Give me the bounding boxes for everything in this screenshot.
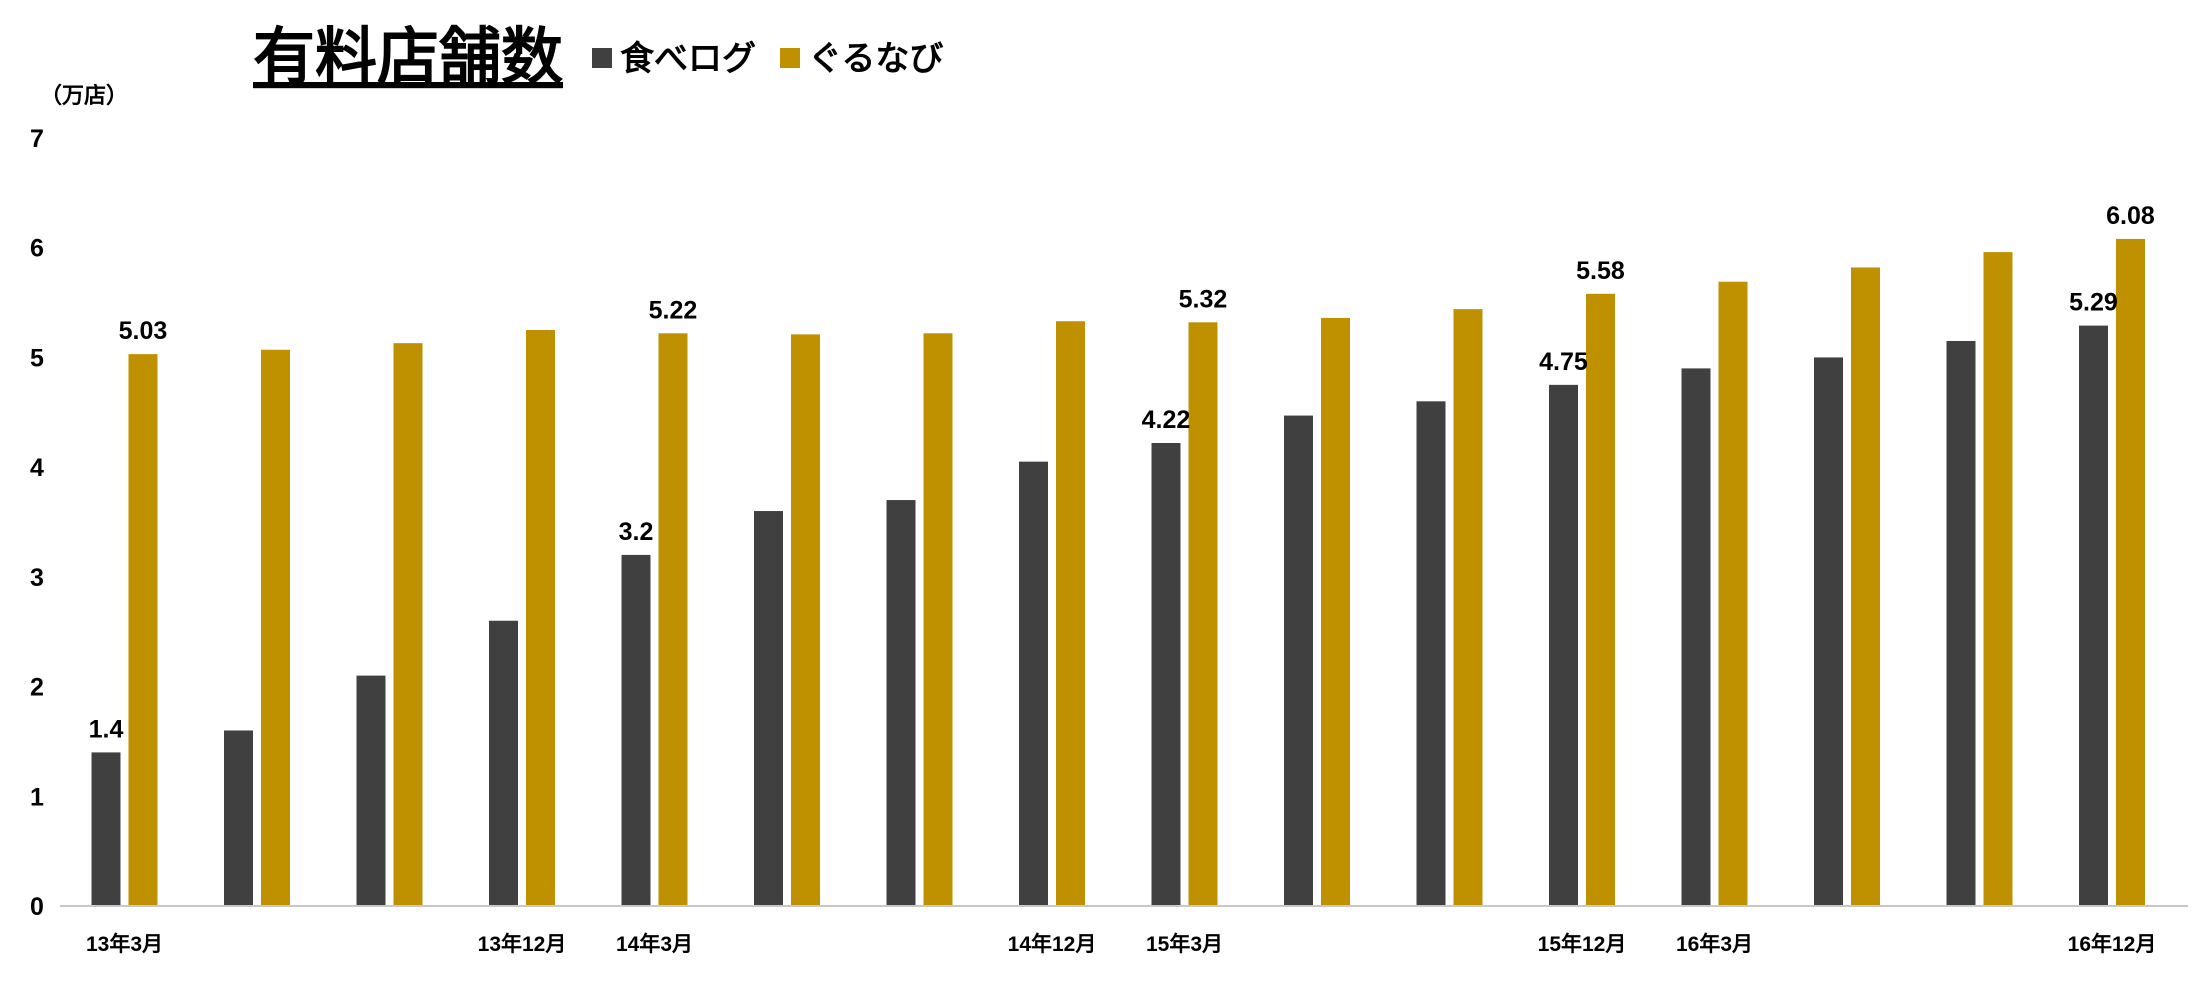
y-tick-label: 0	[30, 893, 44, 921]
data-label-tabelog: 5.29	[2069, 289, 2118, 317]
legend: 食べログ ぐるなび	[592, 39, 943, 78]
x-tick-label: 13年12月	[478, 932, 567, 956]
y-tick-label: 1	[30, 783, 44, 811]
chart-title: 有料店舗数	[253, 23, 563, 92]
bar-tabelog	[621, 554, 651, 906]
data-label-tabelog: 1.4	[89, 715, 124, 743]
bar-tabelog	[2079, 325, 2108, 906]
bar-tabelog	[1946, 340, 1976, 906]
bar-gurunavi	[2116, 238, 2145, 907]
y-axis-unit-label: （万店）	[40, 83, 128, 108]
data-label-gurunavi: 5.03	[119, 317, 168, 345]
y-tick-label: 2	[30, 674, 44, 702]
data-label-tabelog: 4.75	[1539, 348, 1588, 376]
x-tick-label: 16年12月	[2068, 932, 2157, 956]
data-label-gurunavi: 5.22	[649, 296, 698, 324]
bar-gurunavi	[1056, 321, 1085, 906]
x-axis: 13年3月 13年12月 14年3月 14年12月 15年3月 15年12月 16年3月 16…	[86, 932, 2156, 956]
legend-label-tabelog: 食べログ	[620, 39, 756, 78]
legend-swatch-gurunavi	[780, 48, 800, 68]
bar-gurunavi	[1851, 267, 1880, 906]
x-tick-label: 14年12月	[1008, 932, 1097, 956]
y-tick-label: 7	[30, 125, 44, 153]
bar-gurunavi	[923, 333, 953, 906]
bar-gurunavi	[1983, 252, 2013, 907]
data-label-gurunavi: 5.58	[1576, 257, 1625, 285]
y-axis: 0 1 2 3 4 5 6 7	[30, 125, 44, 921]
bar-tabelog	[1549, 384, 1578, 906]
bar-tabelog	[1284, 415, 1313, 906]
y-tick-label: 3	[30, 564, 44, 592]
x-tick-label: 16年3月	[1676, 932, 1753, 956]
bar-gurunavi	[1188, 322, 1218, 906]
y-tick-label: 5	[30, 344, 44, 372]
bar-tabelog	[1151, 443, 1181, 906]
bar-gurunavi	[1453, 309, 1483, 906]
legend-label-gurunavi: ぐるなび	[808, 40, 943, 78]
bar-gurunavi	[128, 354, 158, 906]
x-tick-label: 15年12月	[1538, 932, 1627, 956]
bar-gurunavi	[658, 333, 688, 906]
data-label-tabelog: 3.2	[619, 518, 654, 546]
bar-tabelog	[754, 511, 783, 906]
bar-gurunavi	[393, 343, 423, 906]
bar-gurunavi	[526, 330, 555, 906]
y-tick-label: 4	[30, 454, 44, 482]
x-tick-label: 15年3月	[1146, 932, 1223, 956]
x-tick-label: 13年3月	[86, 932, 163, 956]
bar-tabelog	[1681, 368, 1711, 906]
bar-tabelog	[886, 500, 916, 906]
x-tick-label: 14年3月	[616, 932, 693, 956]
data-labels: 1.4 3.2 4.22 4.75 5.29 5.03 5.22 5.32 5.58 6.08	[89, 202, 2155, 743]
bar-tabelog	[1814, 357, 1843, 906]
bar-gurunavi	[1718, 281, 1748, 906]
bar-tabelog	[489, 620, 518, 906]
data-label-tabelog: 4.22	[1142, 406, 1191, 434]
bar-tabelog	[224, 730, 253, 906]
bar-tabelog	[1019, 461, 1048, 906]
y-tick-label: 6	[30, 235, 44, 263]
data-label-gurunavi: 6.08	[2106, 202, 2155, 230]
bar-gurunavi	[791, 334, 820, 907]
legend-swatch-tabelog	[592, 48, 612, 68]
bar-tabelog	[1416, 401, 1446, 906]
bar-gurunavi	[1321, 317, 1350, 907]
data-label-gurunavi: 5.32	[1179, 285, 1228, 313]
bar-gurunavi	[1586, 293, 1615, 906]
bar-tabelog	[356, 675, 386, 906]
bar-gurunavi	[261, 349, 290, 907]
bars	[91, 238, 2145, 907]
bar-tabelog	[91, 752, 121, 906]
